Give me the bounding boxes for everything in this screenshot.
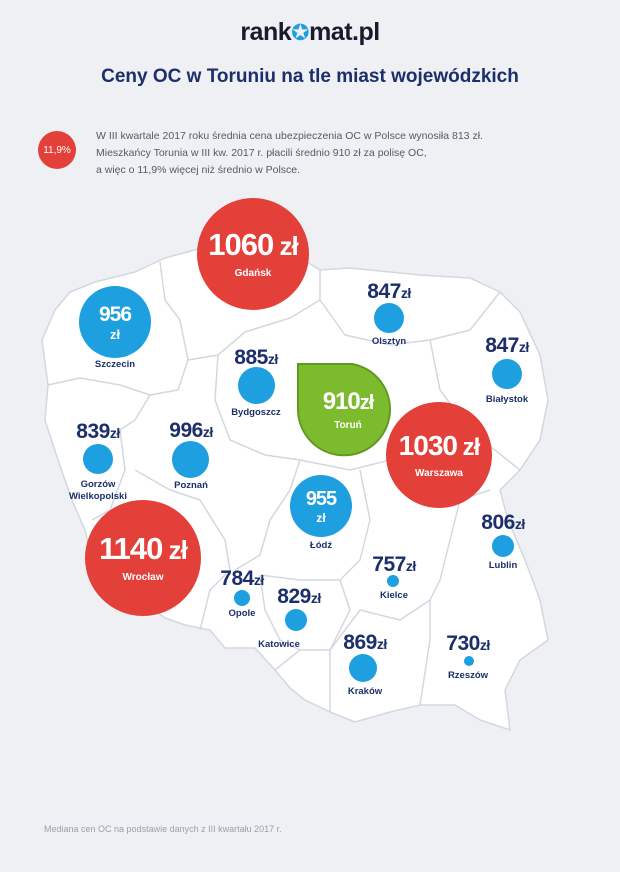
lublin-dot (492, 535, 514, 557)
torun-label: Toruń (334, 419, 362, 431)
torun-value: 910 (322, 387, 361, 415)
lodz-value: 955 (305, 487, 337, 510)
warszawa-price-circle: 1030 zł Warszawa (386, 402, 492, 508)
gdansk-unit: zł (279, 231, 298, 261)
wroclaw-value: 1140 (99, 531, 163, 566)
torun-price-circle: 910zł Toruń (304, 366, 392, 454)
krakow-value: 869zł (343, 631, 387, 654)
lodz-price-circle: 955 zł (290, 475, 352, 537)
warszawa-label: Warszawa (415, 467, 463, 479)
gdansk-value: 1060 (208, 227, 274, 262)
voivodeship-border (134, 469, 231, 631)
poznan-value: 996zł (169, 419, 213, 442)
bialystok-label: Białystok (485, 394, 529, 405)
voivodeship-border (234, 459, 301, 571)
intro-line: Mieszkańcy Torunia w III kw. 2017 r. pła… (96, 147, 427, 159)
percent-badge: 11,9% (38, 131, 76, 169)
logo-text-left: rank (240, 18, 292, 46)
warszawa-value: 1030 (398, 429, 458, 461)
gorzow-value: 839zł (76, 420, 120, 443)
katowice-dot (285, 609, 307, 631)
gorzow-label: Gorzów Wielkopolski (69, 479, 127, 502)
kielce-value: 757zł (372, 553, 416, 576)
intro-text: W III kwartale 2017 roku średnia cena ub… (96, 128, 566, 179)
lodz-unit: zł (316, 510, 326, 525)
krakow-label: Kraków (347, 686, 383, 697)
krakow-dot (349, 654, 377, 682)
bydgoszcz-label: Bydgoszcz (231, 407, 281, 418)
rzeszow-dot (464, 656, 474, 666)
bialystok-dot (492, 359, 522, 389)
wroclaw-unit: zł (168, 535, 188, 565)
gdansk-price-circle: 1060 zł Gdańsk (197, 198, 309, 310)
lodz-label: Łódź (309, 540, 333, 551)
katowice-value: 829zł (277, 585, 321, 608)
olsztyn-value: 847zł (367, 280, 411, 303)
footnote: Mediana cen OC na podstawie danych z III… (44, 824, 282, 834)
voivodeship-border (214, 354, 301, 461)
poznan-label: Poznań (174, 480, 208, 491)
kielce-label: Kielce (380, 590, 408, 601)
poznan-dot (172, 441, 209, 478)
szczecin-value: 956 (98, 302, 132, 326)
voivodeship-border (259, 469, 371, 581)
gdansk-label: Gdańsk (234, 268, 272, 279)
kielce-dot (387, 575, 399, 587)
olsztyn-label: Olsztyn (371, 336, 407, 347)
rzeszow-value: 730zł (446, 632, 490, 655)
intro-line: a więc o 11,9% więcej niż średnio w Pols… (96, 164, 301, 176)
voivodeship-border (319, 291, 501, 346)
wroclaw-price-circle: 1140 zł Wrocław (85, 500, 201, 616)
voivodeship-border (47, 377, 151, 396)
opole-dot (234, 590, 250, 606)
szczecin-price-circle: 956 zł (79, 286, 151, 358)
voivodeship-border (119, 261, 189, 431)
lublin-label: Lublin (488, 560, 518, 571)
voivodeship-border (274, 649, 301, 671)
voivodeship-border (419, 499, 461, 706)
intro-line: W III kwartale 2017 roku średnia cena ub… (96, 130, 483, 142)
wroclaw-label: Wrocław (122, 572, 164, 583)
voivodeship-border (91, 429, 126, 521)
opole-value: 784zł (220, 567, 264, 590)
bydgoszcz-dot (238, 367, 275, 404)
katowice-label: Katowice (258, 639, 300, 650)
page-title: Ceny OC w Toruniu na tle miast wojewódzk… (101, 66, 519, 87)
rzeszow-label: Rzeszów (447, 670, 489, 681)
torun-highlight-shape (297, 363, 391, 457)
voivodeship-border (329, 579, 351, 712)
bydgoszcz-value: 885zł (234, 346, 278, 369)
szczecin-label: Szczecin (94, 359, 136, 370)
torun-unit: zł (359, 391, 375, 414)
gorzow-dot (83, 444, 113, 474)
olsztyn-dot (374, 303, 404, 333)
opole-label: Opole (228, 608, 256, 619)
star-icon: ✪ (291, 20, 310, 45)
logo: rank✪mat.pl (0, 18, 620, 47)
bialystok-value: 847zł (485, 334, 529, 357)
szczecin-unit: zł (109, 326, 121, 342)
logo-text-right: mat.pl (309, 18, 380, 46)
warszawa-unit: zł (462, 433, 481, 461)
voivodeship-border (187, 270, 321, 361)
lublin-value: 806zł (481, 511, 525, 534)
